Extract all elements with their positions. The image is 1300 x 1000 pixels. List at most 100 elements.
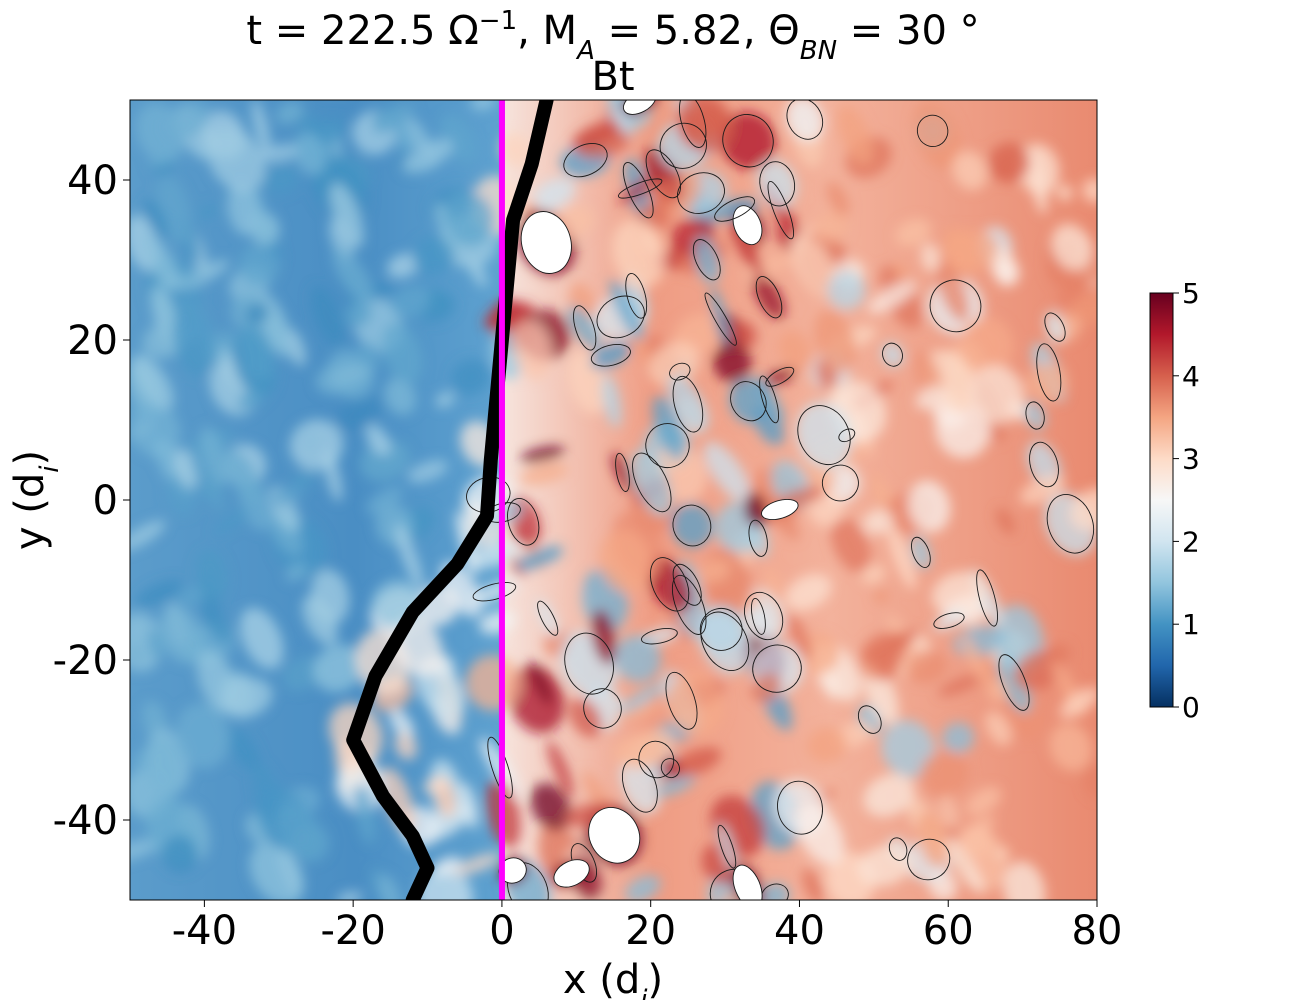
contour-line <box>998 654 1030 711</box>
field-blob-504 <box>221 677 273 718</box>
field-blob-434 <box>996 508 1015 535</box>
contour-line <box>765 366 795 387</box>
field-blob-374 <box>613 701 661 722</box>
x-axis-label: x (di) <box>563 957 663 1000</box>
field-blob-455 <box>463 495 480 527</box>
field-blob-472 <box>652 395 685 460</box>
field-blob-268 <box>569 698 603 738</box>
field-blob-186 <box>786 613 813 660</box>
contour-line <box>638 740 675 779</box>
field-blob-48 <box>873 589 889 603</box>
field-blob-116 <box>942 722 975 753</box>
field-blob-428 <box>670 502 713 549</box>
field-blob-446 <box>144 736 183 800</box>
contour-line <box>722 114 774 168</box>
field-blob-271 <box>354 784 376 845</box>
field-blob-341 <box>275 101 304 124</box>
field-blob-338 <box>200 426 228 487</box>
field-blob-125 <box>508 665 566 734</box>
contour-line <box>659 122 707 169</box>
field-blob-262 <box>895 218 932 247</box>
field-blob-392 <box>987 679 1007 704</box>
field-blob-438 <box>343 300 372 328</box>
field-blob-506 <box>161 835 198 873</box>
field-blob-517 <box>814 309 857 374</box>
contour-line <box>717 824 737 869</box>
field-blob-299 <box>667 375 709 433</box>
field-blob-420 <box>614 635 662 683</box>
field-blob-343 <box>652 177 685 207</box>
field-blob-413 <box>952 151 988 191</box>
field-blob-63 <box>984 711 1012 746</box>
field-blob-513 <box>631 449 672 516</box>
field-blob-393 <box>934 256 969 322</box>
contour-lines <box>466 100 1095 900</box>
field-blob-435 <box>965 786 1002 816</box>
field-blob-498 <box>667 671 724 737</box>
field-blob-407 <box>271 486 303 506</box>
field-blob-425 <box>887 629 920 648</box>
field-blob-154 <box>195 549 228 601</box>
field-blob-54 <box>514 545 564 571</box>
field-blob-484 <box>753 275 785 320</box>
field-blob-285 <box>292 470 316 489</box>
field-blob-253 <box>130 420 156 440</box>
field-blob-284 <box>861 564 886 584</box>
field-blob-322 <box>867 280 917 314</box>
contour-line <box>669 362 691 381</box>
field-blob-518 <box>567 305 602 350</box>
field-blob-399 <box>713 341 752 383</box>
chart-title: t = 222.5 Ω−1, MA = 5.82, ΘBN = 30 ° <box>246 6 979 66</box>
field-blob-505 <box>533 177 576 211</box>
contour-line <box>1044 312 1066 342</box>
field-blob-371 <box>778 330 812 372</box>
field-blob-376 <box>802 868 824 900</box>
contour-line <box>623 100 657 115</box>
field-blob-216 <box>412 235 456 275</box>
field-blob-494 <box>1051 223 1092 271</box>
field-blob-151 <box>830 517 871 573</box>
field-blob-514 <box>994 258 1020 287</box>
x-tick-label: 0 <box>489 908 514 954</box>
contour-line <box>1029 441 1059 488</box>
field-blob-471 <box>159 606 205 664</box>
contour-line <box>1036 343 1062 402</box>
field-blob-191 <box>466 542 521 569</box>
contour-line <box>888 837 908 861</box>
field-blob-301 <box>173 448 198 489</box>
colorbar <box>1149 292 1174 708</box>
shock-front-line <box>346 100 554 900</box>
field-blob-492 <box>395 522 424 590</box>
field-blob-327 <box>826 181 850 216</box>
colorbar-tick-label: 0 <box>1182 691 1200 724</box>
contour-line <box>1046 494 1095 554</box>
field-blob-502 <box>609 279 644 341</box>
field-blob-380 <box>479 610 517 635</box>
field-blob-294 <box>731 321 757 349</box>
field-blob-391 <box>742 253 794 280</box>
x-tick-label: 20 <box>625 908 676 954</box>
colorbar-tick-label: 4 <box>1182 360 1200 393</box>
contour-line <box>857 705 882 734</box>
field-blob-470 <box>908 480 951 533</box>
field-blob-466 <box>332 246 374 304</box>
y-tick-label: -40 <box>53 798 118 844</box>
field-blob-45 <box>238 243 280 286</box>
field-blob-411 <box>512 319 552 380</box>
contour-line <box>588 807 641 864</box>
field-blob-477 <box>390 286 431 318</box>
field-blob-267 <box>960 633 988 684</box>
contour-line <box>755 276 783 319</box>
field-blob-495 <box>378 874 403 900</box>
field-blob-493 <box>944 229 998 274</box>
field-blob-83 <box>1003 861 1046 900</box>
field-blob-402 <box>894 262 908 281</box>
contour-line <box>487 736 513 799</box>
field-blob-409 <box>611 452 634 493</box>
contour-line <box>537 600 559 636</box>
field-blob-55 <box>881 719 936 778</box>
field-blob-408 <box>174 299 212 342</box>
field-blob-165 <box>366 486 404 514</box>
field-blob-146 <box>148 151 177 168</box>
field-blob-500 <box>356 341 380 371</box>
